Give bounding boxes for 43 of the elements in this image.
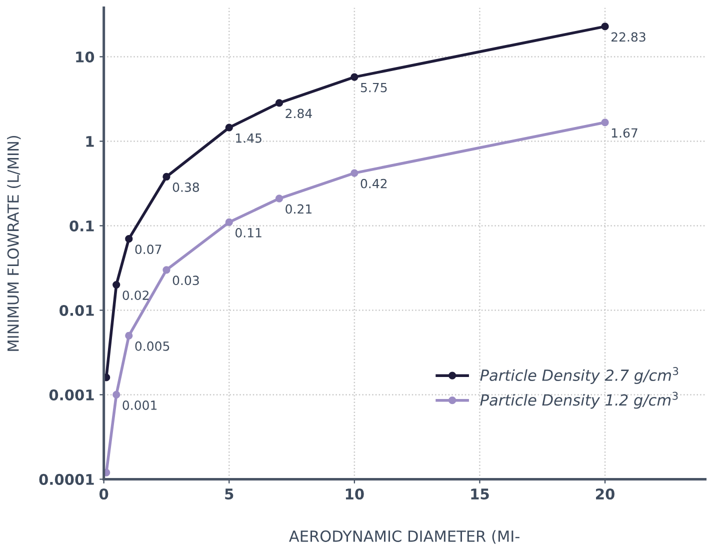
point [125, 235, 133, 243]
y-tick-label: 1 [86, 136, 94, 147]
data-label: 2.84 [286, 108, 312, 118]
y-tick-label: 0.0001 [39, 474, 94, 485]
data-label: 0.02 [122, 290, 148, 300]
point [601, 118, 609, 126]
data-label: 0.21 [286, 204, 312, 214]
y-tick-label: 0.1 [70, 220, 94, 232]
data-label: 0.03 [172, 276, 199, 286]
x-tick-label: 20 [596, 488, 614, 500]
data-label: 0.001 [122, 400, 157, 410]
data-label: 0.42 [360, 178, 387, 188]
y-tick-label: 0.001 [49, 389, 94, 400]
x-tick-label: 10 [346, 488, 364, 500]
point [601, 22, 609, 30]
point [162, 266, 170, 274]
y-tick-label: 10 [76, 51, 94, 62]
y-axis-title: MINIMUM FLOWRATE (L/MIN) [7, 136, 21, 351]
y-tick-label: 0.01 [60, 304, 94, 316]
data-label: 5.75 [360, 82, 387, 92]
x-tick-label: 0 [99, 488, 108, 500]
x-tick-label: 5 [225, 488, 234, 500]
data-label: 0.07 [135, 244, 162, 254]
point [112, 280, 120, 289]
data-label: 22.83 [611, 32, 646, 42]
legend-label: Particle Density 2.7 g/cm$^{3}$ [480, 367, 678, 384]
x-tick-label: 15 [471, 488, 489, 500]
point [112, 390, 120, 399]
data-label: 0.38 [172, 182, 199, 192]
data-label: 0.005 [135, 341, 170, 351]
data-label: 1.67 [612, 128, 638, 138]
x-axis-title: AERODYNAMIC DIAMETER (MI- [289, 530, 520, 544]
legend-label: Particle Density 1.2 g/cm$^{3}$ [480, 392, 678, 409]
data-label: 1.45 [236, 134, 262, 143]
point [350, 169, 358, 177]
point [350, 73, 358, 81]
point [275, 194, 284, 202]
data-label: 0.11 [236, 228, 262, 238]
point [275, 99, 284, 107]
point [225, 124, 233, 132]
point [225, 218, 233, 226]
point [162, 172, 170, 181]
point [125, 332, 133, 340]
